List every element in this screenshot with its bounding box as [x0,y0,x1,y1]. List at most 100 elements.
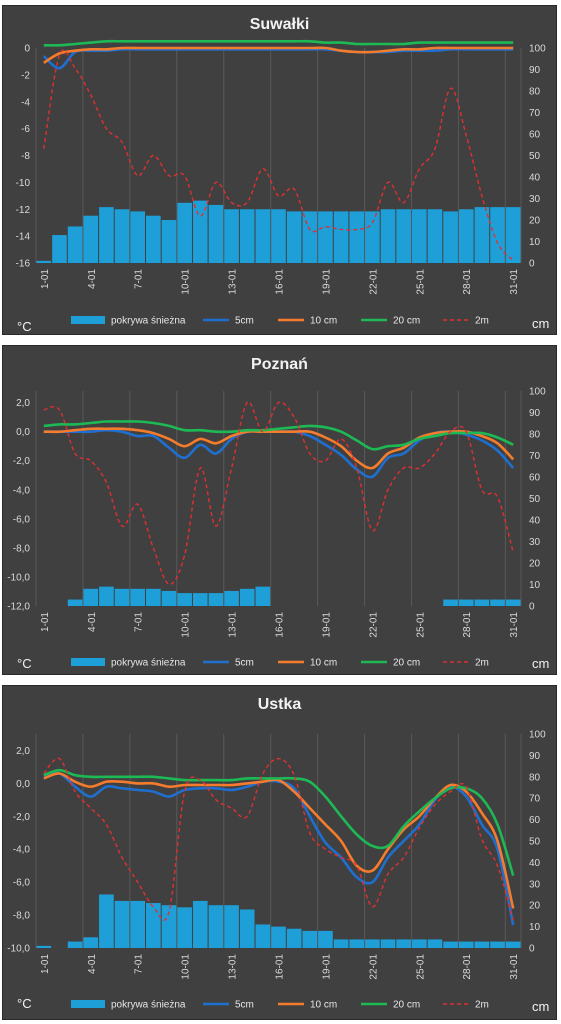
snow-cover-bar [318,211,333,263]
y-tick-label-left: 2,0 [16,746,30,757]
right-unit-label: cm [532,999,550,1014]
snow-cover-bar [99,586,114,606]
snow-cover-bar [443,599,458,606]
snow-cover-bar [302,211,318,263]
chart-svg-ustka: -10,0 -8,0 -6,0 -4,0 -2,0 0,0 2,0 0 10 20 30 40 50 60… [7,730,546,1011]
legend-label: 20 cm [393,658,420,669]
y-tick-label-left: -12 [16,205,31,216]
snow-cover-bar [255,924,271,948]
snow-cover-bar [443,211,458,263]
snow-cover-bar [177,202,192,263]
y-tick-label-right: 10 [529,922,541,933]
y-tick-label-left: -8,0 [13,543,31,554]
snow-cover-bar [161,905,177,948]
snow-cover-bar [490,941,505,948]
legend-label: 2m [475,658,489,669]
snow-cover-bar [83,937,99,948]
x-tick-label: 1-01 [40,269,51,289]
snow-cover-bar [318,930,333,948]
y-tick-label-right: 40 [529,858,541,869]
y-tick-label-left: 2,0 [16,398,30,409]
x-tick-label: 19-01 [321,954,332,980]
x-tick-label: 16-01 [275,269,286,295]
snow-cover-bar [302,930,318,948]
legend-label: 2m [475,316,489,327]
y-tick-label-left: 0 [24,44,30,55]
snow-cover-bar [474,941,490,948]
right-unit-label: cm [532,316,550,331]
snow-cover-bar [208,593,224,606]
left-unit-label: °C [17,656,32,671]
snow-cover-bar [208,905,224,948]
snow-cover-bar [443,941,458,948]
snow-cover-bar [474,207,490,263]
snow-cover-bar [239,909,255,948]
y-tick-label-left: -4,0 [13,845,31,856]
snow-cover-bar [458,599,474,606]
snow-cover-bar [130,211,146,263]
legend-label: 10 cm [310,316,337,327]
snow-cover-bar [146,588,161,606]
chart-title: Suwałki [249,16,310,33]
snow-cover-bar [427,209,443,263]
snow-cover-bar [271,209,286,263]
snow-cover-bar [114,588,130,606]
x-tick-label: 16-01 [275,612,286,638]
snow-cover-bar [177,907,192,948]
legend-label: 5cm [235,658,254,669]
x-tick-label: 4-01 [87,612,98,632]
y-tick-label-right: 50 [529,837,541,848]
left-unit-label: °C [17,319,32,334]
y-tick-label-left: -4 [21,97,30,108]
x-tick-label: 13-01 [228,612,239,638]
y-tick-label-right: 0 [529,602,535,613]
legend-label: pokrywa śnieżna [111,1000,186,1011]
snow-cover-bar [396,209,411,263]
y-tick-label-left: -2,0 [13,812,31,823]
legend-label: pokrywa śnieżna [111,316,186,327]
snow-cover-bar [36,260,52,263]
x-tick-label: 4-01 [87,954,98,974]
x-tick-label: 13-01 [228,954,239,980]
series-line-2m [43,401,514,585]
series-line-20cm [43,420,514,451]
snow-cover-bar [380,939,396,948]
chart-title: Ustka [257,696,302,713]
y-tick-label-right: 40 [529,173,541,184]
x-tick-label: 28-01 [462,612,473,638]
y-tick-label-left: -8 [21,151,30,162]
snow-cover-bar [192,200,208,263]
snow-cover-bar [365,939,380,948]
snow-cover-bar [365,211,380,263]
x-tick-label: 10-01 [181,612,192,638]
y-tick-label-right: 20 [529,559,541,570]
snow-cover-bar [67,599,83,606]
snow-cover-bar [83,588,99,606]
y-tick-label-right: 0 [529,259,535,270]
snow-cover-bar [380,209,396,263]
snow-cover-bar [458,209,474,263]
x-tick-label: 25-01 [415,954,426,980]
x-tick-label: 7-01 [134,269,145,289]
snow-cover-bar [146,903,161,948]
x-tick-label: 1-01 [40,954,51,974]
series-line-20cm [43,768,515,876]
snow-cover-bar [130,900,146,948]
x-tick-label: 22-01 [368,269,379,295]
y-tick-label-left: -14 [16,232,31,243]
snow-cover-bar [224,209,239,263]
y-tick-label-left: -16 [16,259,31,270]
snow-cover-bar [474,599,490,606]
series-line-5cm [43,771,515,926]
snow-cover-bar [52,235,67,263]
snow-cover-bar [427,939,443,948]
snow-cover-bar [255,586,271,606]
y-tick-label-right: 50 [529,494,541,505]
y-tick-label-right: 80 [529,772,541,783]
y-tick-label-right: 70 [529,794,541,805]
legend-label: 5cm [235,316,254,327]
y-tick-label-right: 50 [529,151,541,162]
x-tick-label: 22-01 [368,612,379,638]
y-tick-label-right: 60 [529,815,541,826]
y-tick-label-right: 90 [529,65,541,76]
